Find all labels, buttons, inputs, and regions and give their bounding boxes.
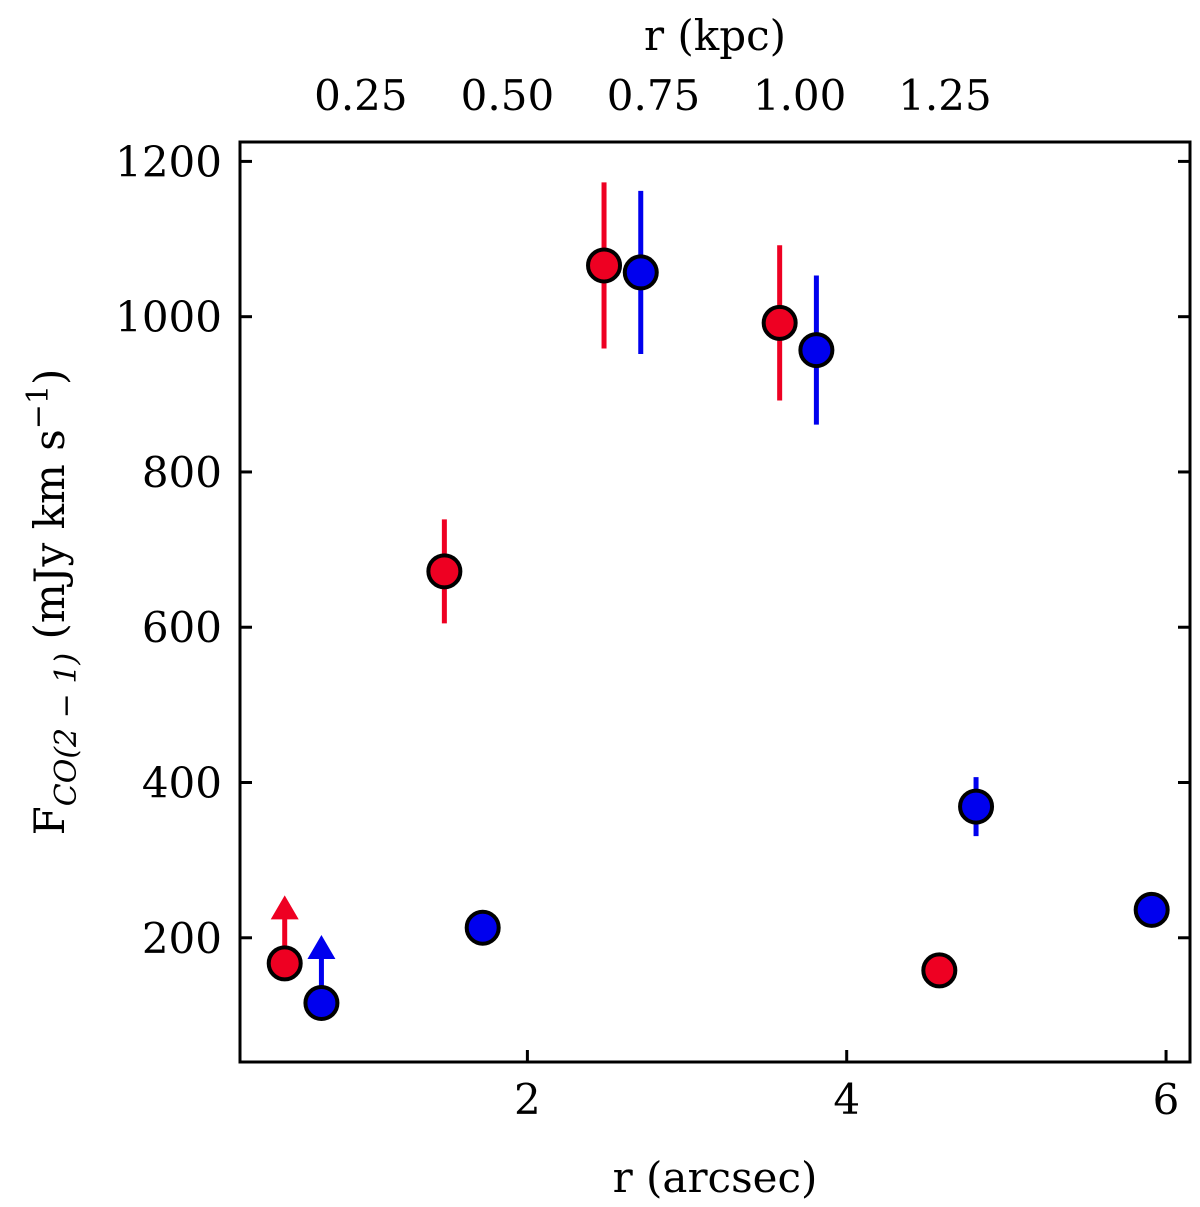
x-tick-label: 4 xyxy=(833,1075,860,1124)
data-point-red xyxy=(921,952,958,989)
data-point-blue xyxy=(1133,891,1170,928)
x-top-tick-label: 0.75 xyxy=(607,71,701,120)
y-axis-title-superscript: −1 xyxy=(21,385,56,429)
x-tick-label: 2 xyxy=(514,1075,541,1124)
x-top-tick-label: 1.00 xyxy=(753,71,847,120)
y-tick-label: 400 xyxy=(142,759,222,808)
x-axis-title: r (arcsec) xyxy=(613,1153,818,1202)
lower-limit-arrow-blue xyxy=(307,934,336,959)
y-axis-title-close: ) xyxy=(25,369,74,385)
data-point-red xyxy=(426,553,463,590)
lower-limit-arrow-red xyxy=(270,895,299,920)
x-axis-top-title: r (kpc) xyxy=(644,11,786,60)
x-top-tick-label: 0.25 xyxy=(314,71,408,120)
y-axis-title: FCO(2 − 1) (mJy km s−1) xyxy=(21,369,84,836)
y-tick-label: 800 xyxy=(142,448,222,497)
y-tick-label: 1000 xyxy=(115,293,222,342)
data-point-blue xyxy=(622,254,659,291)
plot-frame xyxy=(238,140,1192,1064)
data-point-blue xyxy=(464,909,501,946)
y-tick-label: 600 xyxy=(142,603,222,652)
data-point-red xyxy=(586,247,623,284)
y-tick-label: 1200 xyxy=(115,137,222,186)
data-point-blue xyxy=(958,788,995,825)
y-axis-title-subscript: CO(2 − 1) xyxy=(49,653,84,806)
data-point-red xyxy=(266,945,303,982)
data-point-blue xyxy=(303,984,340,1021)
x-top-tick-label: 0.50 xyxy=(461,71,555,120)
y-axis-title-unit: (mJy km s xyxy=(25,429,74,653)
y-tick-label: 200 xyxy=(142,914,222,963)
x-tick-label: 6 xyxy=(1153,1075,1180,1124)
data-point-red xyxy=(761,304,798,341)
data-point-blue xyxy=(798,332,835,369)
x-top-tick-label: 1.25 xyxy=(898,71,992,120)
y-axis-title-main: F xyxy=(25,806,74,835)
